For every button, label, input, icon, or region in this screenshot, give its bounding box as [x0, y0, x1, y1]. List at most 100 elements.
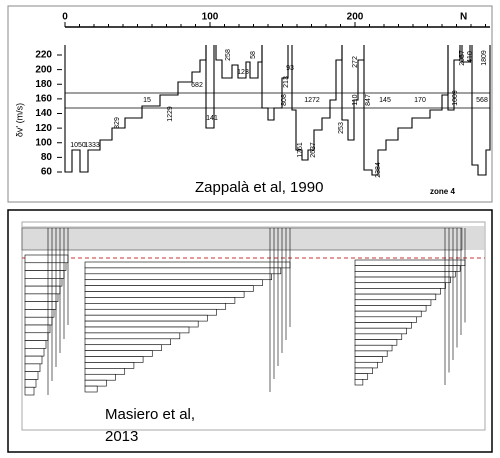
box	[24, 348, 45, 357]
x-tick-label: 0	[62, 12, 68, 23]
box	[354, 316, 417, 323]
box	[24, 324, 51, 334]
y-tick-label: 100	[35, 137, 52, 148]
box	[354, 271, 456, 278]
box	[84, 344, 162, 351]
box	[84, 267, 282, 275]
box	[84, 308, 217, 316]
box	[84, 373, 116, 381]
box	[354, 265, 461, 272]
stalactite	[64, 45, 491, 176]
family-label: 58	[250, 51, 257, 59]
box	[354, 333, 403, 340]
family-label: 145	[379, 97, 391, 104]
y-tick-label: 80	[41, 152, 53, 163]
family-label: 1050	[70, 142, 86, 149]
x-axis-label: N	[460, 12, 467, 23]
box	[24, 285, 61, 295]
family-label: 1272	[304, 97, 320, 104]
family-label: 1009	[452, 90, 459, 106]
family-label: 1809	[481, 50, 488, 66]
bottom-caption: 2013	[105, 428, 138, 445]
family-label: 93	[286, 65, 294, 72]
family-label: 141	[206, 115, 218, 122]
grey-band	[22, 226, 485, 250]
box	[24, 386, 35, 396]
y-tick-label: 60	[41, 167, 53, 178]
family-label: 213	[283, 76, 290, 88]
box	[24, 363, 41, 372]
y-tick-label: 200	[35, 64, 52, 75]
box	[354, 367, 373, 374]
box	[354, 276, 451, 284]
box	[84, 332, 181, 340]
box	[24, 278, 63, 287]
family-label: 110	[352, 94, 359, 105]
x-tick-label: 200	[347, 12, 364, 23]
family-label: 2057	[459, 50, 466, 66]
box	[24, 254, 69, 264]
family-label: 1761	[297, 142, 304, 158]
box	[354, 339, 398, 346]
family-label: 682	[191, 82, 203, 89]
box	[354, 293, 437, 301]
y-tick-label: 180	[35, 79, 52, 90]
y-tick-label: 220	[35, 50, 52, 61]
box	[24, 355, 43, 365]
family-label: 808	[281, 94, 288, 106]
box	[84, 291, 245, 298]
box	[354, 379, 364, 386]
box	[84, 303, 227, 310]
box	[24, 379, 37, 388]
box	[354, 350, 388, 357]
family-label: 568	[476, 97, 488, 104]
box	[354, 344, 393, 352]
family-label: 170	[414, 97, 426, 104]
zone-label: zone 4	[430, 187, 455, 196]
box	[24, 309, 55, 318]
box	[24, 270, 65, 279]
y-tick-label: 120	[35, 123, 52, 134]
box	[354, 259, 466, 266]
box	[84, 273, 272, 281]
box	[84, 362, 135, 369]
box	[354, 305, 427, 312]
box	[354, 361, 378, 369]
box	[24, 371, 39, 380]
box	[354, 356, 383, 363]
stalactite-boxes	[21, 227, 466, 396]
family-label: 123	[237, 69, 249, 76]
family-label: 329	[114, 117, 121, 129]
box	[24, 340, 47, 349]
box	[24, 301, 57, 310]
family-label: 2637	[310, 142, 317, 158]
family-label: 1333	[84, 142, 100, 149]
box	[84, 326, 190, 334]
y-axis-label: δv' (m/s)	[14, 103, 24, 137]
family-label: 2384	[375, 162, 382, 178]
box	[84, 279, 263, 286]
x-tick-label: 100	[202, 12, 219, 23]
box	[84, 368, 126, 375]
box	[84, 356, 144, 363]
family-label: 15	[143, 97, 151, 104]
family-label: 1229	[167, 106, 174, 122]
y-tick-label: 160	[35, 94, 52, 105]
box	[84, 350, 153, 357]
top-caption: Zappalà et al, 1990	[195, 179, 323, 196]
box	[84, 297, 236, 304]
box	[354, 288, 441, 295]
box	[354, 299, 432, 306]
box	[354, 282, 446, 289]
family-label: 847	[365, 94, 372, 106]
family-label: 258	[225, 49, 232, 61]
box	[84, 314, 208, 322]
y-tick-label: 140	[35, 108, 52, 119]
family-label: 272	[352, 56, 359, 68]
box	[84, 379, 107, 387]
box	[84, 320, 199, 328]
box	[24, 332, 49, 341]
box	[84, 385, 98, 393]
box	[84, 285, 254, 292]
box	[354, 373, 369, 380]
